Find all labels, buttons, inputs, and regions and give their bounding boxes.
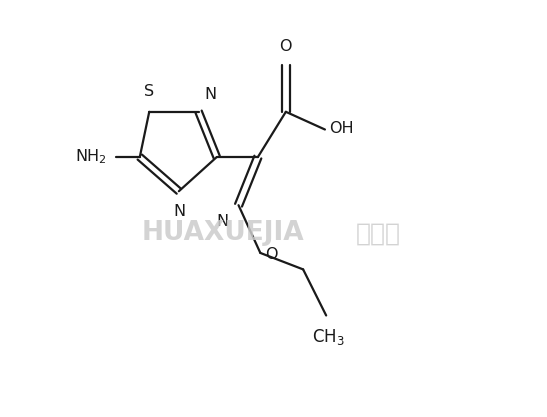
Text: NH$_2$: NH$_2$	[75, 148, 107, 166]
Text: HUAXUEJIA: HUAXUEJIA	[142, 220, 305, 246]
Text: N: N	[173, 203, 186, 219]
Text: S: S	[144, 85, 154, 100]
Text: OH: OH	[329, 121, 354, 136]
Text: O: O	[265, 248, 278, 262]
Text: CH$_3$: CH$_3$	[312, 327, 345, 347]
Text: N: N	[216, 214, 228, 229]
Text: N: N	[205, 86, 217, 101]
Text: O: O	[280, 39, 292, 54]
Text: 化学加: 化学加	[356, 221, 401, 245]
